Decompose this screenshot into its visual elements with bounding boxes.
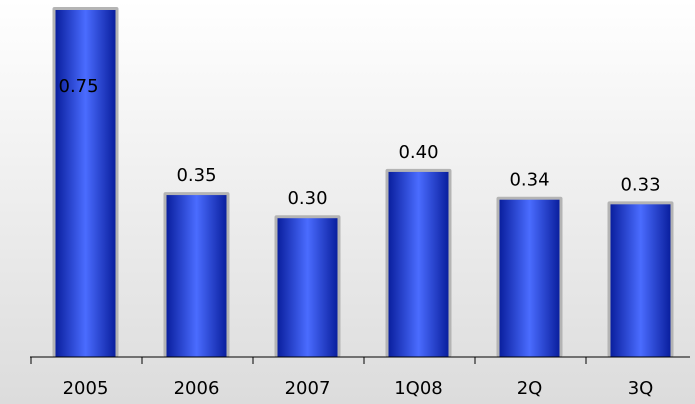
x-ticks-group bbox=[30, 357, 587, 364]
value-label-1q08: 0.40 bbox=[398, 142, 438, 163]
x-tick-label-3q: 3Q bbox=[628, 378, 654, 399]
bar-2007 bbox=[277, 218, 338, 357]
bars-group bbox=[52, 7, 674, 357]
x-tick-label-2006: 2006 bbox=[174, 378, 220, 399]
bar-2005 bbox=[55, 10, 116, 357]
bar-1q08 bbox=[388, 171, 449, 357]
bar-3q bbox=[610, 204, 671, 357]
value-label-2007: 0.30 bbox=[287, 188, 327, 209]
x-tick-label-1q08: 1Q08 bbox=[394, 378, 443, 399]
bar-2q bbox=[499, 199, 560, 357]
value-label-3q: 0.33 bbox=[620, 174, 660, 195]
value-label-2005: 0.75 bbox=[59, 76, 99, 97]
value-label-2q: 0.34 bbox=[509, 170, 549, 191]
value-label-2006: 0.35 bbox=[176, 165, 216, 186]
x-tick-label-2005: 2005 bbox=[63, 378, 109, 399]
x-tick-label-2q: 2Q bbox=[517, 378, 543, 399]
bar-2006 bbox=[166, 195, 227, 357]
x-tick-label-2007: 2007 bbox=[285, 378, 331, 399]
labels-group: 0.75 2005 0.35 2006 0.30 2007 0.40 1Q08 0.34 2Q 0.… bbox=[59, 76, 661, 399]
